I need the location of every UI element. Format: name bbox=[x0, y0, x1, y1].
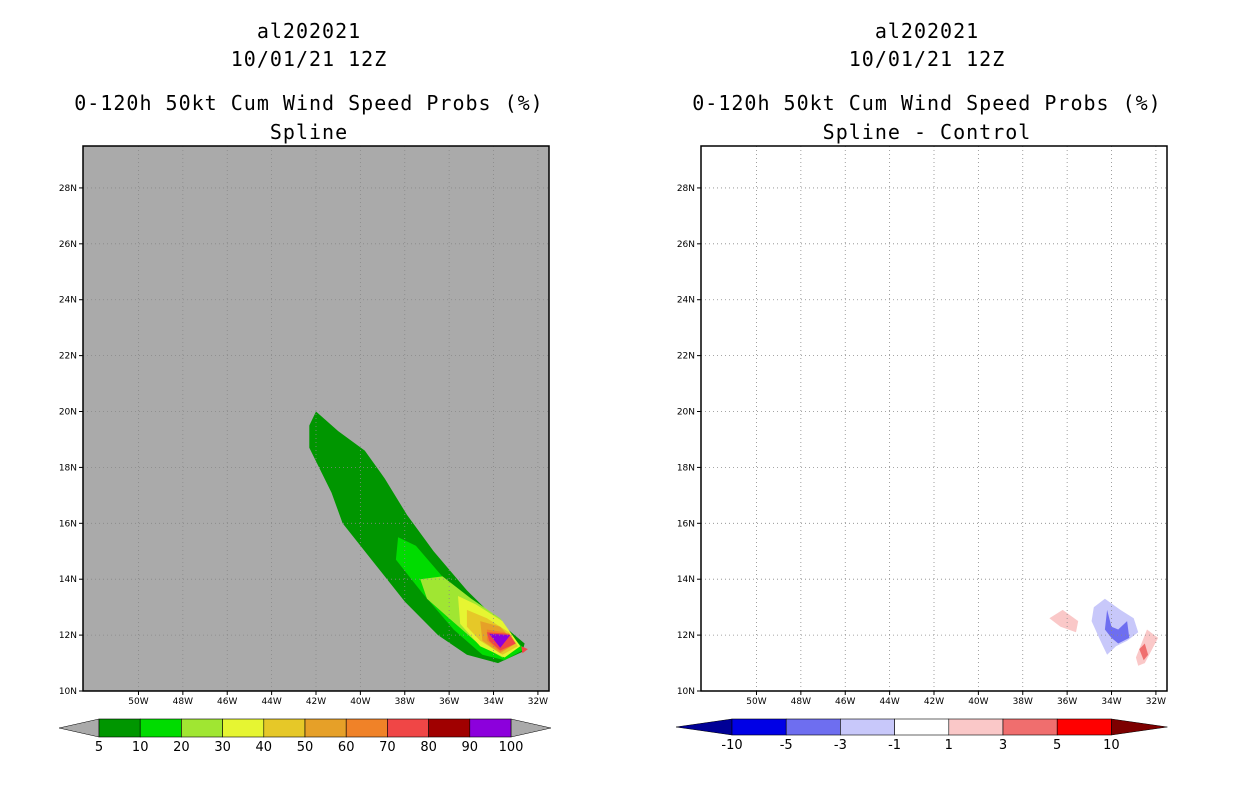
x-tick-label: 44W bbox=[261, 697, 281, 707]
colorbar-label: 5 bbox=[95, 740, 103, 755]
colorbar-arrow-left bbox=[675, 718, 733, 736]
x-tick-label: 42W bbox=[306, 697, 326, 707]
y-tick-label: 28N bbox=[677, 184, 695, 194]
colorbar-swatch bbox=[785, 718, 841, 736]
x-tick-label: 44W bbox=[879, 697, 899, 707]
y-tick-label: 24N bbox=[677, 296, 695, 306]
colorbar-label: 10 bbox=[1103, 738, 1120, 753]
colorbar-label: 1 bbox=[945, 738, 953, 753]
storm-id: al202021 bbox=[256, 19, 362, 43]
colorbar-swatch bbox=[263, 718, 306, 738]
right-panel: al202021 10/01/21 12Z 0-120h 50kt Cum Wi… bbox=[618, 0, 1236, 800]
colorbar-label: 70 bbox=[379, 740, 396, 755]
x-tick-label: 34W bbox=[483, 697, 503, 707]
colorbar-swatch bbox=[304, 718, 347, 738]
y-tick-label: 18N bbox=[677, 463, 695, 473]
x-tick-label: 36W bbox=[439, 697, 459, 707]
colorbar-label: -1 bbox=[888, 738, 901, 753]
y-tick-label: 24N bbox=[59, 296, 77, 306]
x-tick-label: 48W bbox=[173, 697, 193, 707]
colorbar-label: 3 bbox=[999, 738, 1007, 753]
y-tick-label: 22N bbox=[677, 352, 695, 362]
chart-title: 0-120h 50kt Cum Wind Speed Probs (%) bbox=[74, 91, 544, 115]
colorbar-swatch bbox=[1002, 718, 1058, 736]
colorbar-label: 90 bbox=[462, 740, 479, 755]
contour-level-1 bbox=[1135, 629, 1159, 666]
colorbar-swatch bbox=[840, 718, 895, 736]
colorbar-swatch bbox=[387, 718, 429, 738]
colorbar-label: -3 bbox=[834, 738, 847, 753]
contour-level-100 bbox=[493, 636, 510, 648]
x-tick-label: 48W bbox=[791, 697, 811, 707]
colorbar-label: 30 bbox=[214, 740, 231, 755]
colorbar-swatch bbox=[181, 718, 223, 738]
colorbar-swatch bbox=[222, 718, 265, 738]
y-tick-label: 12N bbox=[677, 631, 695, 641]
x-tick-label: 46W bbox=[217, 697, 237, 707]
x-tick-label: 32W bbox=[528, 697, 548, 707]
y-tick-label: 10N bbox=[677, 687, 695, 697]
x-tick-label: 40W bbox=[968, 697, 988, 707]
y-tick-label: 16N bbox=[59, 519, 77, 529]
colorbar-swatch bbox=[948, 718, 1004, 736]
x-tick-label: 46W bbox=[835, 697, 855, 707]
contour-level-3 bbox=[1139, 643, 1149, 661]
colorbar-label: 50 bbox=[297, 740, 314, 755]
chart-subtitle: Spline bbox=[269, 120, 349, 144]
y-tick-label: 10N bbox=[59, 687, 77, 697]
colorbar-swatch bbox=[894, 718, 950, 736]
colorbar-arrow-left bbox=[58, 718, 100, 738]
colorbar-label: 10 bbox=[132, 740, 149, 755]
datetime: 10/01/21 12Z bbox=[230, 47, 388, 71]
contour-level-1 bbox=[1049, 609, 1079, 633]
colorbar-label: 40 bbox=[256, 740, 273, 755]
colorbar-arrow-right bbox=[1111, 718, 1168, 736]
x-tick-label: 42W bbox=[924, 697, 944, 707]
chart-subtitle: Spline - Control bbox=[822, 120, 1032, 144]
y-tick-label: 14N bbox=[59, 575, 77, 585]
y-tick-label: 14N bbox=[677, 575, 695, 585]
colorbar-label: -5 bbox=[780, 738, 793, 753]
spline-map: 50W 48W 46W 44W 42W 40W 38W 36W 34W 32W 10N 12N 14N 1… bbox=[58, 145, 552, 755]
colorbar-swatch bbox=[139, 718, 182, 738]
contour-level-minus1 bbox=[1091, 598, 1139, 655]
colorbar-arrow-right bbox=[510, 718, 552, 738]
colorbar-label: -10 bbox=[721, 738, 742, 753]
colorbar-label: 20 bbox=[173, 740, 190, 755]
storm-id: al202021 bbox=[874, 19, 980, 43]
colorbar-label: 80 bbox=[420, 740, 437, 755]
x-tick-label: 34W bbox=[1101, 697, 1121, 707]
contour-level-minus3 bbox=[1104, 609, 1130, 644]
y-tick-label: 20N bbox=[59, 408, 77, 418]
contour-level-70 bbox=[521, 646, 528, 654]
colorbar-label: 60 bbox=[338, 740, 355, 755]
colorbar-swatch bbox=[428, 718, 471, 738]
y-tick-label: 26N bbox=[677, 240, 695, 250]
x-tick-label: 50W bbox=[128, 697, 148, 707]
colorbar-swatch bbox=[1056, 718, 1112, 736]
y-tick-label: 18N bbox=[59, 463, 77, 473]
y-tick-label: 22N bbox=[59, 352, 77, 362]
difference-map: 50W 48W 46W 44W 42W 40W 38W 36W 34W 32W 10N 12N 14N 1… bbox=[675, 145, 1168, 753]
x-tick-label: 36W bbox=[1057, 697, 1077, 707]
y-tick-label: 26N bbox=[59, 240, 77, 250]
colorbar-swatch bbox=[731, 718, 787, 736]
left-panel: al202021 10/01/21 12Z 0-120h 50kt Cum Wi… bbox=[58, 19, 552, 755]
x-tick-label: 40W bbox=[350, 697, 370, 707]
colorbar-swatch bbox=[98, 718, 141, 738]
y-tick-label: 16N bbox=[677, 519, 695, 529]
x-tick-label: 32W bbox=[1146, 697, 1166, 707]
y-tick-label: 28N bbox=[59, 184, 77, 194]
colorbar-swatch bbox=[469, 718, 512, 738]
chart-title: 0-120h 50kt Cum Wind Speed Probs (%) bbox=[692, 91, 1162, 115]
x-tick-label: 38W bbox=[395, 697, 415, 707]
y-tick-label: 12N bbox=[59, 631, 77, 641]
colorbar-label: 5 bbox=[1053, 738, 1061, 753]
datetime: 10/01/21 12Z bbox=[848, 47, 1006, 71]
x-tick-label: 50W bbox=[746, 697, 766, 707]
colorbar-label: 100 bbox=[499, 740, 524, 755]
colorbar-swatch bbox=[345, 718, 388, 738]
y-tick-label: 20N bbox=[677, 408, 695, 418]
x-tick-label: 38W bbox=[1013, 697, 1033, 707]
